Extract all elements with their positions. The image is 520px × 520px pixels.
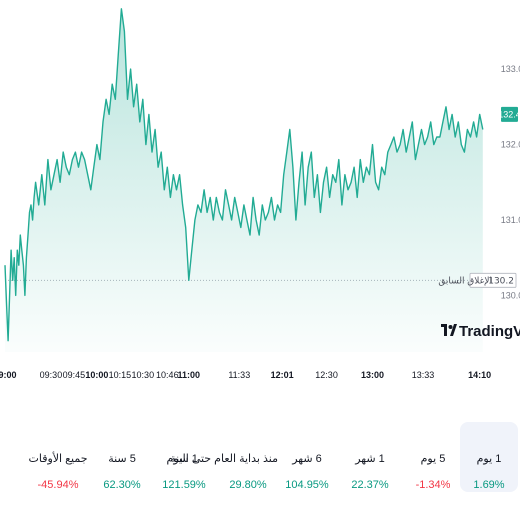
period-change-value: 62.30%: [103, 479, 141, 491]
period-label: 6 شهر: [292, 453, 322, 465]
y-tick-label: 132.0: [501, 140, 520, 150]
period-label: 5 يوم: [420, 453, 446, 465]
period-tab[interactable]: 6 شهر 104.95%: [277, 422, 337, 491]
x-tick-label: 10:46: [156, 370, 179, 380]
x-tick-label: 10:00: [85, 370, 108, 380]
previous-close-marker: الإغلاق السابق 130.2: [438, 272, 517, 288]
period-label: 5 سنة: [108, 453, 136, 465]
price-line: [4, 8, 484, 342]
period-label: 1 شهر: [355, 453, 385, 465]
tradingview-logo-icon: [441, 324, 457, 336]
x-tick-label: 13:00: [361, 370, 384, 380]
x-tick-label: 09:30: [40, 370, 63, 380]
period-change-value: -45.94%: [37, 479, 79, 491]
period-change-value: 104.95%: [285, 479, 329, 491]
x-tick-label: 12:30: [315, 370, 338, 380]
x-tick-label: 12:01: [271, 370, 294, 380]
x-tick-label: 10:30: [132, 370, 155, 380]
period-label: جميع الأوقات: [28, 453, 88, 465]
previous-close-label: الإغلاق السابق: [438, 276, 492, 286]
period-tab[interactable]: 1 شهر 22.37%: [340, 422, 400, 491]
y-tick-label: 131.0: [501, 215, 520, 225]
period-tab[interactable]: 5 سنة 62.30%: [92, 422, 152, 491]
period-tab[interactable]: 5 يوم -1.34%: [403, 422, 463, 491]
last-price-value: 132.4: [498, 109, 520, 119]
tradingview-logo[interactable]: TradingView: [441, 323, 520, 340]
x-tick-label: 09:45: [63, 370, 86, 380]
period-label: 1 يوم: [476, 453, 502, 465]
period-tab[interactable]: 1 يوم 1.69%: [460, 422, 518, 492]
last-price-badge: 132.4: [498, 106, 520, 122]
x-tick-label: 10:15: [109, 370, 132, 380]
period-change-value: -1.34%: [415, 479, 451, 491]
x-tick-label: 11:33: [228, 370, 250, 380]
period-label: 1 سنة: [170, 453, 198, 465]
period-tab[interactable]: جميع الأوقات -45.94%: [28, 422, 88, 491]
x-axis: 09:00 09:3009:4510:0010:1510:3010:4611:00…: [0, 370, 491, 380]
price-area-fill: [5, 8, 483, 353]
previous-close-value: 130.2: [488, 276, 514, 286]
x-tick-label: 14:10: [468, 370, 491, 380]
x-tick-label: 09:00: [0, 370, 17, 380]
x-tick-label: 13:33: [412, 370, 435, 380]
period-change-value: 29.80%: [229, 479, 267, 491]
y-tick-label: 130.0: [501, 290, 520, 300]
price-chart[interactable]: 130.0 131.0 132.0 133.0 09:00 09:3009:4510:0…: [0, 0, 520, 390]
y-tick-label: 133.0: [501, 64, 520, 74]
x-tick-label: 11:00: [177, 370, 200, 380]
period-change-value: 121.59%: [162, 479, 206, 491]
performance-periods: جميع الأوقات -45.94% 5 سنة 62.30% 1 سنة 121.5…: [0, 422, 520, 492]
period-label: منذ بداية العام حتى اليوم: [166, 453, 278, 465]
y-axis: 130.0 131.0 132.0 133.0: [501, 64, 520, 300]
period-change-value: 1.69%: [473, 479, 505, 491]
period-tab[interactable]: منذ بداية العام حتى اليوم 29.80%: [166, 422, 278, 491]
tradingview-logo-text: TradingView: [459, 323, 520, 340]
period-change-value: 22.37%: [351, 479, 389, 491]
period-tab[interactable]: 1 سنة 121.59%: [154, 422, 214, 491]
